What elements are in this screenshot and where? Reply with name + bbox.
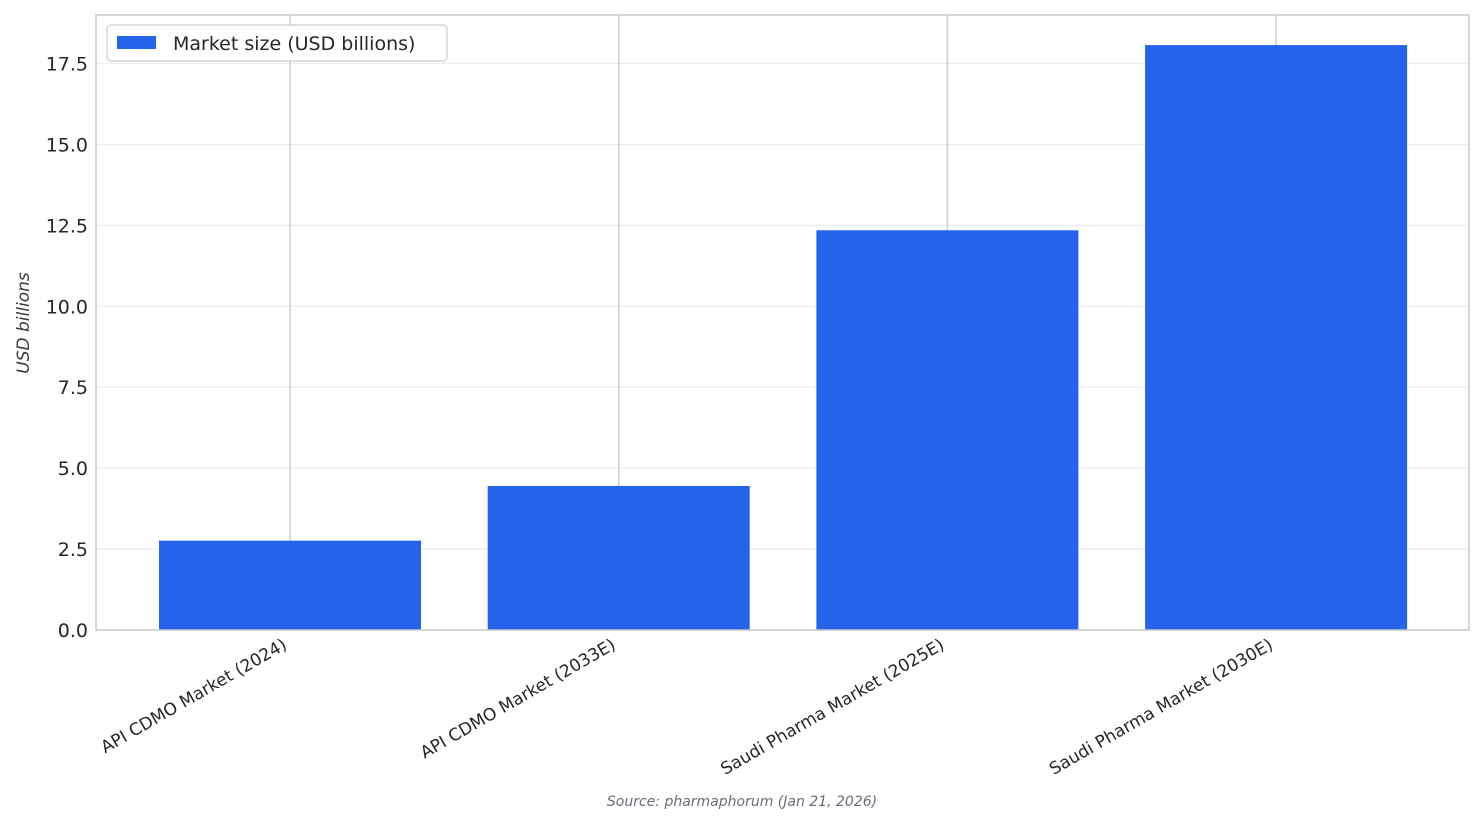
legend-box [106, 24, 448, 62]
x-tick-label: Saudi Pharma Market (2030E) [1046, 635, 1276, 780]
plot-frame [95, 14, 1470, 631]
legend-label: Market size (USD billions) [173, 33, 415, 55]
y-tick-label: 17.5 [46, 54, 88, 76]
legend-swatch [117, 36, 156, 49]
y-tick-label: 7.5 [58, 377, 88, 399]
legend: Market size (USD billions) [106, 24, 448, 62]
y-tick-label: 2.5 [58, 539, 88, 561]
y-tick-label: 5.0 [58, 458, 88, 480]
bar [816, 230, 1079, 630]
y-tick-labels: 0.0 2.5 5.0 7.5 10.0 12.5 15.0 17.5 [46, 54, 88, 642]
bar [487, 485, 750, 630]
bar [159, 540, 421, 630]
x-tick-label: API CDMO Market (2033E) [417, 635, 619, 763]
x-tick-label: Saudi Pharma Market (2025E) [717, 635, 947, 780]
y-tick-label: 15.0 [46, 134, 88, 156]
bars [159, 45, 1408, 630]
y-tick-label: 10.0 [46, 296, 88, 318]
bar [1145, 45, 1408, 630]
y-tick-label: 12.5 [46, 215, 88, 237]
x-tick-label: API CDMO Market (2024) [98, 635, 291, 758]
x-tick-labels: API CDMO Market (2024) API CDMO Market (2… [98, 635, 1277, 780]
y-tick-label: 0.0 [58, 620, 88, 642]
y-axis-label: USD billions [14, 272, 34, 374]
source-note: Source: pharmaphorum (Jan 21, 2026) [607, 794, 877, 810]
